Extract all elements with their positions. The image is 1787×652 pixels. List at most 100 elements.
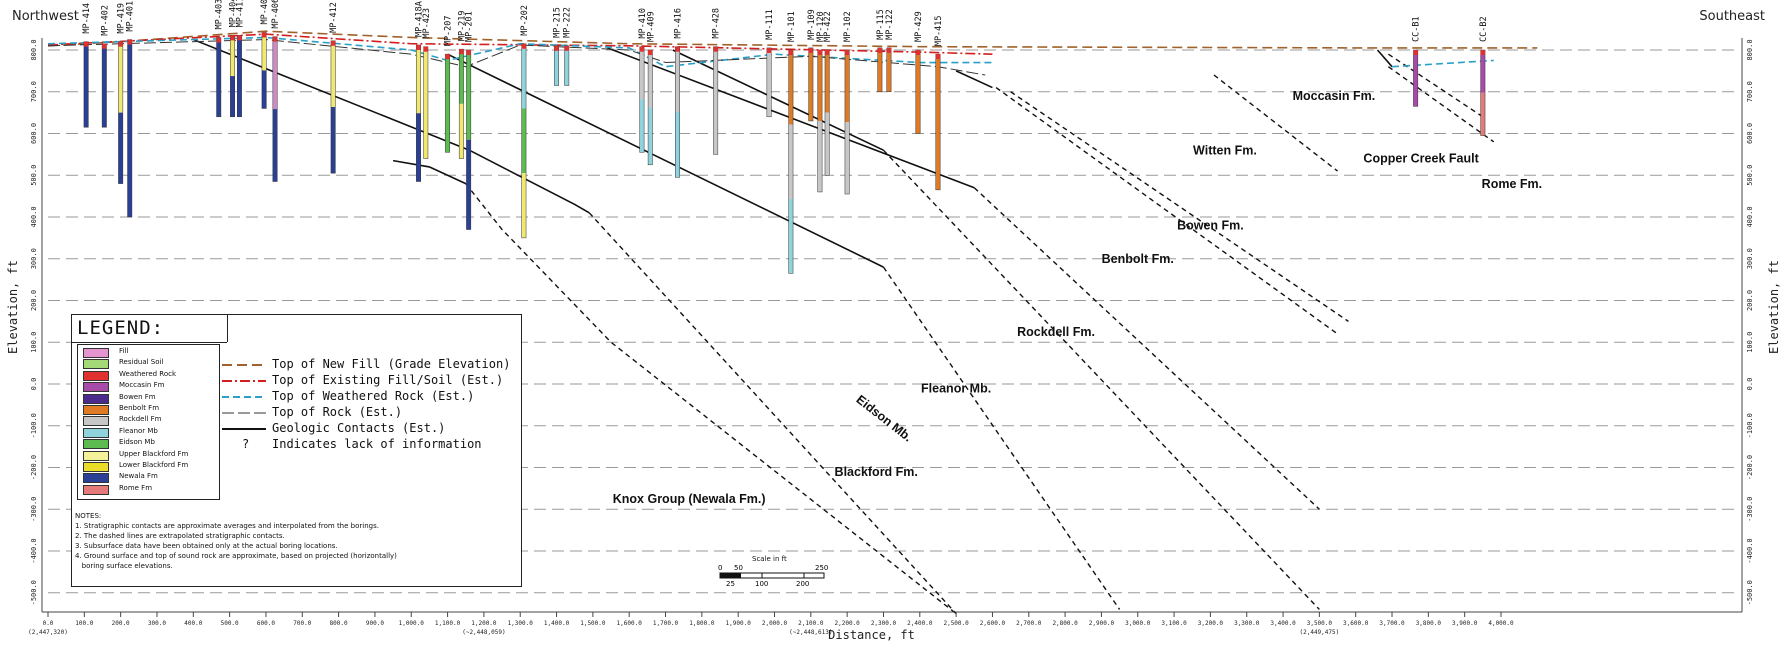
legend-line-sample (222, 364, 266, 366)
legend: LEGEND: Fill Residual Soil Weathered Rock M… (71, 314, 522, 587)
boring-segment (675, 111, 680, 178)
boring-label: MP-405 (260, 0, 270, 24)
geologic-contact (392, 159, 467, 185)
boring-segment (83, 41, 89, 128)
legend-line-label: Top of Weathered Rock (Est.) (272, 389, 475, 403)
boring-segment (648, 107, 653, 165)
legend-swatch (83, 370, 109, 381)
x-tick-label: 200.0 (112, 620, 130, 627)
legend-swatch-label: Weathered Rock (119, 369, 177, 378)
boring-segment (416, 44, 421, 114)
y-tick-label-right: 100.0 (1746, 332, 1754, 353)
boring-segment (521, 173, 527, 238)
boring-segment (330, 106, 336, 174)
surface-line (47, 39, 986, 76)
y-axis-title-left: Elevation, ft (5, 260, 20, 354)
boring-segment (788, 50, 794, 125)
boring-weathered-zone (83, 41, 89, 47)
boring-weathered-zone (808, 47, 814, 53)
legend-swatch (83, 473, 109, 484)
boring-segment (230, 35, 235, 77)
boring-segment (788, 198, 794, 274)
x-tick-label: 1,300.0 (508, 620, 534, 627)
boring-segment (459, 103, 464, 159)
legend-swatch-label: Rome Fm (119, 483, 153, 492)
legend-line-label: Top of New Fill (Grade Elevation) (272, 357, 511, 371)
y-tick-label-left: 800.0 (30, 39, 38, 60)
legend-swatch-label: Fill (119, 347, 129, 355)
y-tick-label-right: -300.0 (1746, 497, 1754, 522)
formation-label: Knox Group (Newala Fm.) (613, 492, 766, 506)
x-tick-label: 2,900.0 (1089, 620, 1115, 627)
boring-segment (554, 45, 559, 86)
extrapolated-contact (588, 212, 957, 615)
boring-segment (127, 39, 132, 217)
boring-weathered-zone (1413, 50, 1418, 55)
legend-notes: NOTES: 1. Stratigraphic contacts are app… (75, 511, 397, 571)
boring-segment (915, 50, 921, 134)
boring-weathered-zone (713, 46, 718, 52)
legend-swatch-label: Rockdell Fm (119, 415, 162, 424)
legend-swatch (83, 439, 109, 450)
boring-weathered-zone (416, 44, 421, 50)
y-tick-label-right: 600.0 (1746, 123, 1754, 144)
boring-segment (521, 108, 527, 174)
x-tick-label: 3,000.0 (1125, 620, 1151, 627)
x-tick-label: 2,400.0 (907, 620, 933, 627)
formation-label: Witten Fm. (1193, 143, 1257, 157)
legend-swatch (83, 359, 109, 370)
y-tick-label-left: -500.0 (30, 580, 38, 605)
y-tick-label-left: -200.0 (30, 455, 38, 480)
boring-segment (445, 54, 450, 153)
y-tick-label-right: -100.0 (1746, 413, 1754, 438)
formation-label: Fleanor Mb. (921, 381, 991, 395)
boring-label: MP-409 (646, 11, 656, 42)
legend-swatch (83, 393, 109, 404)
x-tick-label: 2,700.0 (1016, 620, 1042, 627)
legend-swatch (83, 348, 109, 358)
boring-weathered-zone (445, 54, 450, 60)
x-tick-label: 2,800.0 (1052, 620, 1078, 627)
boring-weathered-zone (766, 47, 772, 53)
boring-segment (675, 46, 680, 112)
x-coordinate-label: (2,449,475) (1300, 629, 1340, 636)
y-tick-label-left: 200.0 (30, 290, 38, 311)
scale-tick-250: 250 (815, 564, 828, 572)
x-tick-label: 700.0 (293, 620, 311, 627)
legend-line-label: Indicates lack of information (272, 437, 482, 451)
boring-weathered-zone (554, 45, 559, 51)
boring-weathered-zone (521, 43, 527, 49)
boring-label: MP-412 (329, 2, 339, 33)
borings (83, 32, 1486, 274)
boring-label: MP-418A (415, 1, 425, 37)
boring-labels: MP-414 MP-402 MP-419 MP-401 MP-403 MP-404MP-4… (82, 0, 1489, 46)
formation-label: Rockdell Fm. (1017, 325, 1095, 339)
legend-line-label: Geologic Contacts (Est.) (272, 421, 446, 435)
surface-line (47, 33, 993, 55)
extrapolated-contact (973, 187, 1320, 510)
x-tick-label: 3,700.0 (1379, 620, 1405, 627)
y-tick-label-right: 300.0 (1746, 248, 1754, 269)
y-tick-label-left: 600.0 (30, 123, 38, 144)
legend-line-label: Top of Rock (Est.) (272, 405, 403, 419)
formation-label: Benbolt Fm. (1102, 252, 1174, 266)
boring-weathered-zone (844, 50, 850, 55)
boring-weathered-zone (261, 32, 267, 38)
x-tick-label: 4,000.0 (1488, 620, 1514, 627)
boring-segment (521, 43, 527, 109)
legend-swatch-label: Newala Fm (119, 472, 158, 481)
boring-weathered-zone (230, 35, 235, 41)
x-tick-label: 1,700.0 (653, 620, 679, 627)
extrapolated-contact (995, 87, 1338, 335)
x-coordinate-label: (~2,448,613) (789, 629, 832, 636)
boring-label: MP-403 (215, 0, 225, 29)
boring-label: MP-201 (465, 11, 475, 42)
boring-label: MP-411 (235, 0, 245, 27)
scale-tick-25: 25 (726, 580, 735, 588)
extrapolated-contact (1387, 66, 1495, 143)
boring-weathered-zone (216, 37, 221, 43)
x-tick-label: 900.0 (366, 620, 384, 627)
boring-label: MP-120 (816, 11, 826, 42)
boring-label: MP-416 (674, 8, 684, 39)
